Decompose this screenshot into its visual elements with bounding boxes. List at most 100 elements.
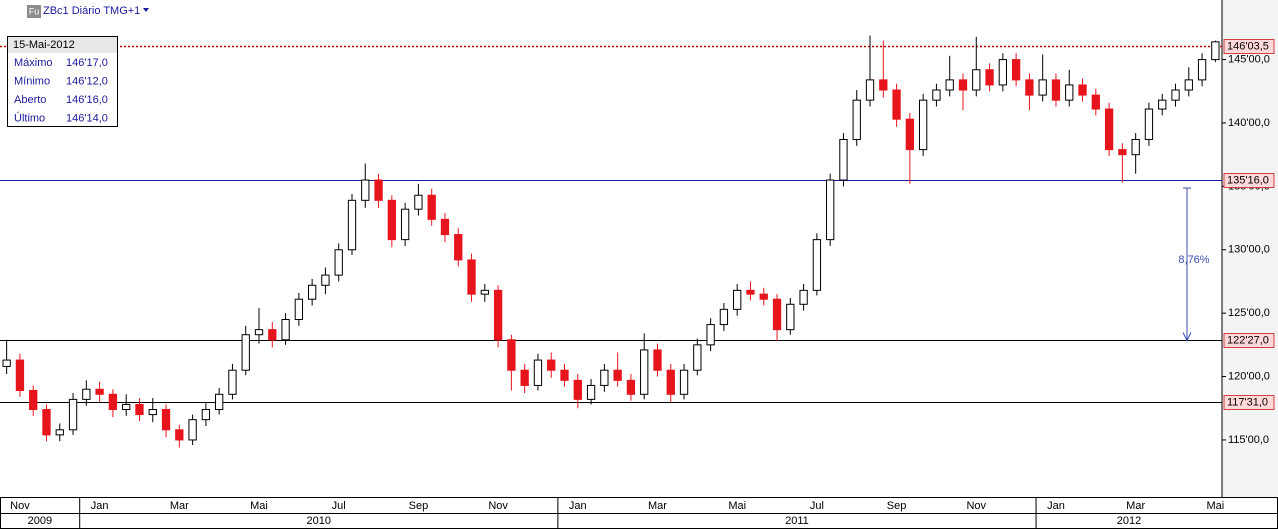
candle-body [254,329,264,336]
info-key: Máximo [14,57,53,69]
candle-body [865,79,875,101]
dropdown-arrow[interactable] [143,8,149,12]
y-tick-label: 125'00,0 [1228,307,1270,319]
candle-body [1197,59,1207,81]
candle-body [1144,108,1154,140]
candle-body [1171,89,1180,101]
x-tick-label: Jul [810,500,824,512]
candle-body [440,218,450,236]
candle-body [719,308,729,326]
candle-body [653,349,662,371]
candle-body [55,429,64,436]
level-label-bg [1223,39,1275,54]
candle-body [1078,84,1087,96]
info-value: 146'16,0 [66,94,108,106]
candle-body [493,289,503,341]
year-label: 2009 [28,515,52,527]
header[interactable]: Fu ZBc1 Diário TMG+1 [27,5,149,18]
info-value: 146'17,0 [66,57,108,69]
info-key: Aberto [14,94,46,106]
candle-body [122,403,131,411]
year-label: 2012 [1117,515,1141,527]
level-label-bg [1223,173,1275,188]
y-tick-label: 130'00,0 [1228,244,1270,256]
measure-label: 8,76% [1178,254,1209,266]
candle-body [334,249,343,276]
candle-body [374,179,383,201]
level-label: 135'16,0 [1227,174,1269,186]
candle-body [307,284,317,300]
candle-body [879,79,888,91]
candle-body [985,69,994,86]
info-value: 146'14,0 [66,112,108,124]
icon-label[interactable]: Fu [29,6,40,16]
candle-body [1104,108,1114,151]
info-key: Mínimo [14,75,50,87]
candle-body [945,79,954,91]
x-tick-label: Mar [648,500,667,512]
year-label: 2011 [785,515,809,527]
candle-body [347,199,357,251]
y-tick-label: 140'00,0 [1228,117,1270,129]
candle-body [1118,149,1127,156]
level-label-bg [1223,333,1275,348]
candle-body [905,118,915,151]
candle-body [812,239,822,291]
candle-body [1025,79,1034,96]
candle-body [321,274,330,286]
icon[interactable] [27,5,41,18]
candle-body [1158,99,1167,110]
y-tick-label: 145'00,0 [1228,53,1270,65]
candle-body [68,398,78,431]
level-label-bg [1223,395,1275,410]
candle-body [826,179,835,241]
candle-body [693,344,702,371]
candle-body [1065,84,1074,101]
x-tick-label: Nov [10,500,30,512]
info-rows: Máximo 146'17,0 Mínimo 146'12,0 Aberto 146'16… [14,57,108,125]
candle-body [215,393,224,411]
year-label: 2010 [307,515,331,527]
x-tick-label: Mar [1126,500,1145,512]
candle-body [1184,79,1193,91]
candle-body [852,99,861,140]
candle-body [1051,79,1061,101]
info-key: Último [14,111,45,124]
candle-body [839,138,848,181]
candle-body [241,334,250,371]
info-date-bg [8,37,117,53]
candle-body [294,298,304,321]
x-tick-label: Mai [728,500,746,512]
candle-body [2,359,11,367]
candle-body [520,369,529,386]
candle-body [161,409,171,431]
info-box: 15-Mai-2012 Máximo 146'17,0 Mínimo 146'12,0… [7,36,118,127]
candle-body [15,359,25,392]
candle-body [387,199,396,241]
candle-body [414,194,423,210]
candle-body [958,79,968,91]
candle-body [1091,94,1100,110]
x-tick-label: Jan [91,500,109,512]
candle-body [918,99,928,151]
candle-body [586,384,596,400]
candle-body [281,319,290,341]
candle-body [560,369,569,381]
candle-body [533,359,543,386]
candle-body [706,324,715,346]
candle-body [148,409,157,416]
candle-body [998,59,1007,86]
level-label: 117'31,0 [1227,396,1268,408]
candle-body [108,393,118,411]
x-tick-label: Sep [887,500,907,512]
candle-body [188,419,197,441]
chart-title[interactable]: ZBc1 Diário TMG+1 [43,5,140,17]
candle-body [29,390,38,411]
candle-body [892,89,901,120]
candle-body [135,403,144,416]
candle-body [626,379,636,395]
candle-body [507,339,516,371]
candle-body [400,208,410,241]
candle-body [95,388,104,395]
